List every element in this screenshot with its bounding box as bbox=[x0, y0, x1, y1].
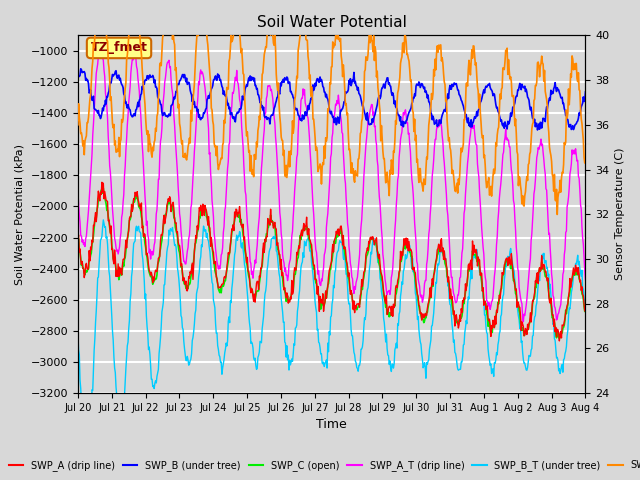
Text: TZ_fmet: TZ_fmet bbox=[91, 41, 147, 54]
X-axis label: Time: Time bbox=[316, 419, 347, 432]
Y-axis label: Sensor Temperature (C): Sensor Temperature (C) bbox=[615, 148, 625, 280]
Legend: SWP_A (drip line), SWP_B (under tree), SWP_C (open), SWP_A_T (drip line), SWP_B_: SWP_A (drip line), SWP_B (under tree), S… bbox=[5, 456, 640, 475]
Y-axis label: Soil Water Potential (kPa): Soil Water Potential (kPa) bbox=[15, 144, 25, 285]
Title: Soil Water Potential: Soil Water Potential bbox=[257, 15, 406, 30]
